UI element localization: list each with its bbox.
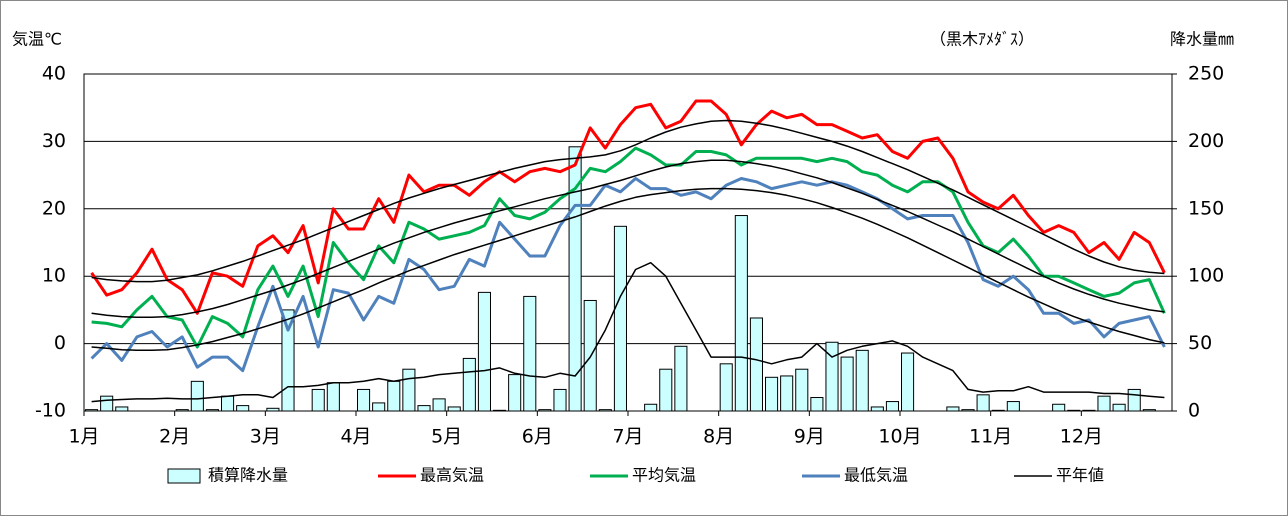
- bar: [855, 349, 869, 412]
- line: [90, 177, 1166, 373]
- line: [91, 119, 1165, 283]
- bar: [372, 402, 386, 412]
- bar: [659, 368, 673, 412]
- y2-tick-label: 100: [1188, 265, 1224, 287]
- bar: [568, 146, 582, 412]
- legend-label: 平均気温: [632, 466, 696, 485]
- y-axis-label: 気温℃: [12, 30, 62, 49]
- y-tick-label: 40: [42, 63, 66, 85]
- x-tick-label: 3月: [250, 426, 281, 448]
- bar: [749, 317, 763, 412]
- bar: [417, 405, 431, 412]
- bar: [175, 409, 189, 412]
- bar: [402, 368, 416, 412]
- bar: [221, 395, 235, 412]
- legend-swatch: [167, 468, 201, 484]
- y2-tick-label: 250: [1188, 63, 1224, 85]
- bar: [538, 409, 552, 412]
- bar: [281, 309, 295, 412]
- x-tick-label: 6月: [522, 426, 553, 448]
- x-tick-label: 7月: [612, 426, 643, 448]
- bar: [85, 409, 99, 412]
- bar: [387, 380, 401, 412]
- bar: [613, 225, 627, 412]
- legend-label: 最低気温: [844, 466, 908, 485]
- x-tick-label: 10月: [878, 426, 921, 448]
- bar: [493, 409, 507, 412]
- x-tick-label: 5月: [431, 426, 462, 448]
- bar: [1006, 401, 1020, 412]
- y-tick-label: 30: [42, 130, 66, 152]
- bar: [1067, 409, 1081, 412]
- line: [91, 159, 1165, 319]
- bar: [553, 388, 567, 412]
- bar: [326, 382, 340, 412]
- line: [91, 261, 1165, 403]
- x-tick-label: 9月: [794, 426, 825, 448]
- bar: [190, 380, 204, 412]
- bar: [598, 409, 612, 412]
- x-tick-label: 12月: [1060, 426, 1103, 448]
- bar: [1142, 409, 1156, 412]
- bar: [991, 409, 1005, 412]
- line: [91, 187, 1165, 352]
- bar: [508, 374, 522, 412]
- bar: [1112, 403, 1126, 412]
- bar: [780, 375, 794, 412]
- bar: [266, 407, 280, 412]
- y-tick-label: 10: [42, 265, 66, 287]
- bar: [946, 406, 960, 412]
- bar: [825, 341, 839, 412]
- bar: [357, 388, 371, 412]
- bar: [734, 215, 748, 412]
- bar: [644, 403, 658, 412]
- bar: [719, 363, 733, 412]
- legend-label: 平年値: [1056, 466, 1104, 485]
- y-tick-label: 0: [54, 332, 66, 354]
- bar: [961, 409, 975, 412]
- y2-tick-label: 150: [1188, 197, 1224, 219]
- bar: [674, 345, 688, 412]
- y-tick-label: 20: [42, 197, 66, 219]
- x-tick-label: 11月: [969, 426, 1012, 448]
- line: [90, 99, 1166, 315]
- y2-axis-label: 降水量㎜: [1170, 30, 1234, 49]
- bar: [840, 356, 854, 412]
- bar: [462, 357, 476, 412]
- bar: [901, 352, 915, 412]
- x-tick-label: 4月: [340, 426, 371, 448]
- x-tick-label: 2月: [159, 426, 190, 448]
- x-tick-label: 1月: [68, 426, 99, 448]
- y2-tick-label: 200: [1188, 130, 1224, 152]
- y2-tick-label: 0: [1188, 400, 1200, 422]
- bar: [765, 376, 779, 412]
- bar: [810, 397, 824, 412]
- bar: [447, 406, 461, 412]
- bar: [976, 394, 990, 412]
- bar: [795, 368, 809, 412]
- bar: [100, 395, 114, 412]
- legend-label: 最高気温: [420, 466, 484, 485]
- bar: [1052, 403, 1066, 412]
- bar: [870, 406, 884, 412]
- y2-tick-label: 50: [1188, 332, 1212, 354]
- bar: [477, 291, 491, 412]
- x-tick-label: 8月: [703, 426, 734, 448]
- y-tick-label: -10: [35, 400, 66, 422]
- bar: [115, 406, 129, 412]
- legend-label: 積算降水量: [208, 466, 288, 485]
- bar: [311, 388, 325, 412]
- bar: [1097, 395, 1111, 412]
- bar: [432, 398, 446, 412]
- bar: [1082, 409, 1096, 412]
- bar: [1127, 388, 1141, 412]
- bar: [885, 401, 899, 412]
- annotation: （黒木ｱﾒﾀﾞｽ）: [930, 30, 1034, 49]
- bar: [205, 409, 219, 412]
- bar: [523, 295, 537, 412]
- bar: [236, 405, 250, 412]
